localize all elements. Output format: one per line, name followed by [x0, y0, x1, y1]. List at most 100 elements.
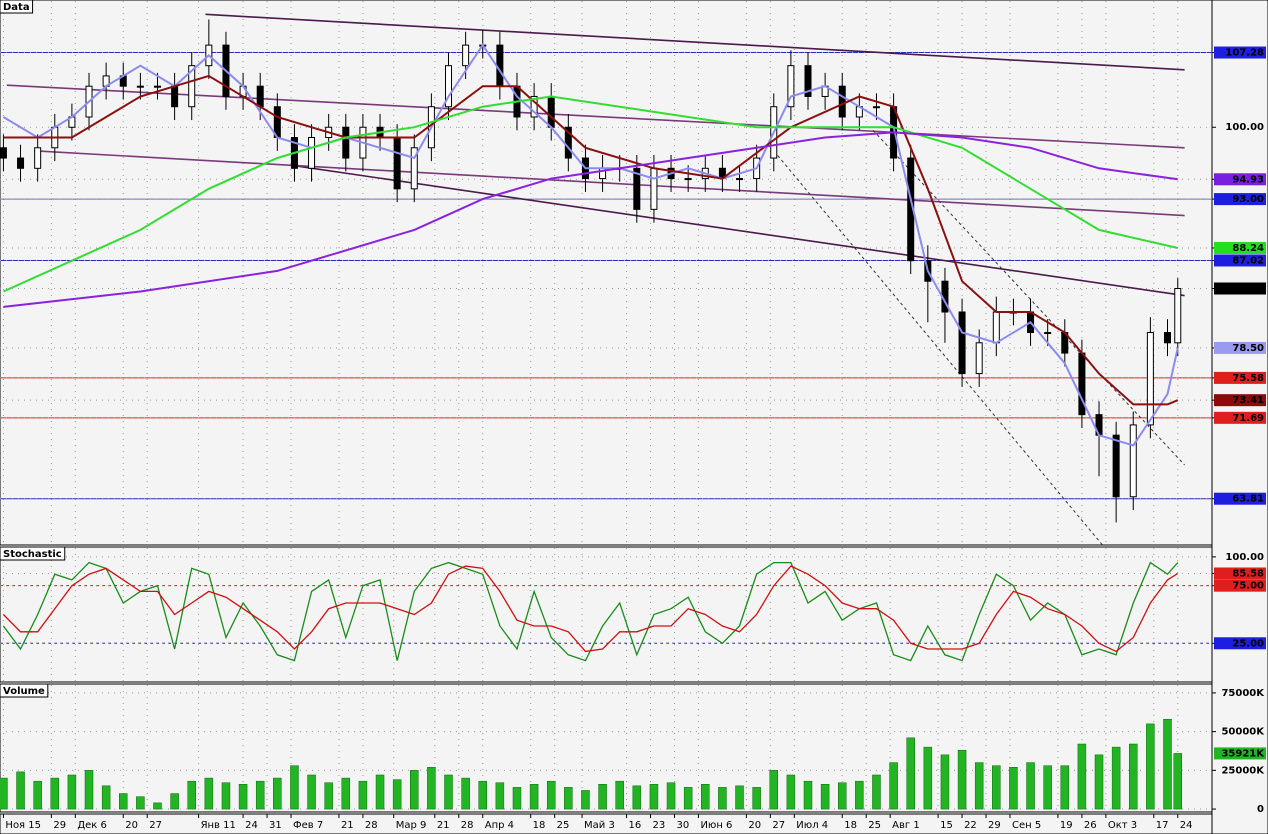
volume-bar: [1094, 754, 1104, 810]
volume-bar: [632, 785, 642, 810]
y-tick-label: 94.93: [1232, 174, 1264, 185]
x-tick-label: 20: [748, 820, 761, 831]
volume-bar: [375, 774, 385, 810]
y-tick-label: 75000K: [1221, 688, 1265, 699]
candle-body: [342, 126, 350, 159]
value-tag: [1214, 371, 1266, 384]
volume-bar: [769, 770, 779, 810]
x-tick-label: Июн 6: [700, 820, 732, 831]
volume-bar: [307, 774, 316, 810]
volume-bar: [273, 777, 282, 810]
volume-bar: [701, 784, 710, 810]
volume-bar: [512, 787, 522, 810]
volume-bar: [649, 784, 659, 810]
volume-bar: [1009, 766, 1018, 810]
volume-bar: [752, 787, 761, 810]
y-tick-label: 87.02: [1232, 255, 1264, 266]
volume-bar: [238, 784, 248, 810]
candle-body: [256, 85, 264, 108]
volume-bar: [392, 779, 402, 810]
candle-body: [308, 137, 316, 169]
volume-bar: [974, 762, 984, 810]
volume-bar: [204, 777, 214, 810]
x-tick-label: 29: [988, 820, 1001, 831]
volume-bar: [1163, 718, 1172, 810]
volume-bar: [564, 787, 573, 810]
y-tick-label: 0: [1257, 804, 1264, 815]
candle-body: [650, 167, 658, 210]
value-tag: [1214, 241, 1266, 254]
y-tick-label: 73.41: [1232, 395, 1264, 406]
trend-line: [34, 150, 1185, 217]
volume-bar: [529, 784, 539, 810]
x-tick-label: 16: [629, 820, 642, 831]
y-tick-label: 100.00: [1225, 122, 1264, 133]
candle-body: [393, 137, 401, 190]
volume-bar: [957, 749, 967, 810]
y-tick-label: 50000K: [1221, 727, 1265, 738]
y-tick-label: 107.28: [1225, 48, 1264, 59]
candle-body: [804, 65, 812, 97]
volume-bar: [666, 782, 676, 810]
value-tag: [1214, 567, 1266, 580]
volume-bar: [1060, 765, 1070, 810]
value-tag: [1214, 341, 1266, 354]
candle-body: [496, 44, 504, 87]
volume-bar: [546, 780, 556, 810]
y-tick-label: 88.24: [1232, 243, 1264, 254]
volume-bar: [735, 785, 744, 810]
volume-bar: [444, 774, 453, 810]
stochastic-line: [2, 565, 1179, 653]
volume-bar: [906, 737, 915, 810]
x-tick-label: 25: [868, 820, 881, 831]
panel-title: Volume: [3, 686, 45, 697]
value-tag: [1214, 254, 1266, 267]
value-tag: [1214, 394, 1266, 407]
volume-bar: [461, 777, 470, 810]
volume-bar: [992, 765, 1001, 810]
x-tick-label: 31: [269, 820, 282, 831]
volume-bar: [598, 784, 607, 810]
volume-bar: [341, 777, 351, 810]
x-tick-label: 17: [1156, 820, 1169, 831]
x-tick-label: 18: [844, 820, 857, 831]
volume-bar: [855, 780, 864, 810]
volume-bar: [1111, 746, 1121, 810]
volume-bar: [187, 780, 196, 810]
volume-bar: [1173, 753, 1183, 810]
volume-bar: [119, 793, 128, 810]
volume-bar: [683, 787, 693, 810]
x-tick-label: 26: [1084, 820, 1097, 831]
x-tick-label: Апр 4: [485, 820, 514, 831]
volume-bar: [872, 774, 881, 810]
x-tick-label: 21: [437, 820, 450, 831]
candle-body: [153, 85, 161, 88]
y-tick-label: 63.81: [1232, 494, 1264, 505]
x-tick-label: 23: [653, 820, 666, 831]
trend-line: [290, 164, 1185, 297]
candle-body: [445, 65, 453, 108]
x-tick-label: 29: [53, 820, 66, 831]
panel-title-box: [0, 0, 34, 14]
volume-bar: [1129, 743, 1138, 810]
y-tick-label: 85.58: [1232, 568, 1264, 579]
volume-bar: [101, 785, 111, 810]
value-tag: [1214, 282, 1266, 295]
x-tick-label: 24: [245, 820, 258, 831]
x-tick-label: 28: [461, 820, 474, 831]
moving-average: [3, 74, 1179, 406]
value-tag: [1214, 193, 1266, 206]
volume-bar: [786, 774, 796, 810]
candle-body: [992, 311, 1000, 344]
candle-body: [1129, 424, 1137, 498]
trend-line: [773, 150, 1103, 546]
trend-line: [872, 129, 1185, 466]
value-tag: [1214, 173, 1266, 186]
volume-bar: [67, 774, 77, 810]
x-tick-label: 27: [772, 820, 785, 831]
x-tick-label: Июл 4: [796, 820, 828, 831]
trend-line: [205, 13, 1185, 71]
y-tick-label: 100.00: [1225, 552, 1264, 563]
candle-body: [958, 311, 966, 375]
